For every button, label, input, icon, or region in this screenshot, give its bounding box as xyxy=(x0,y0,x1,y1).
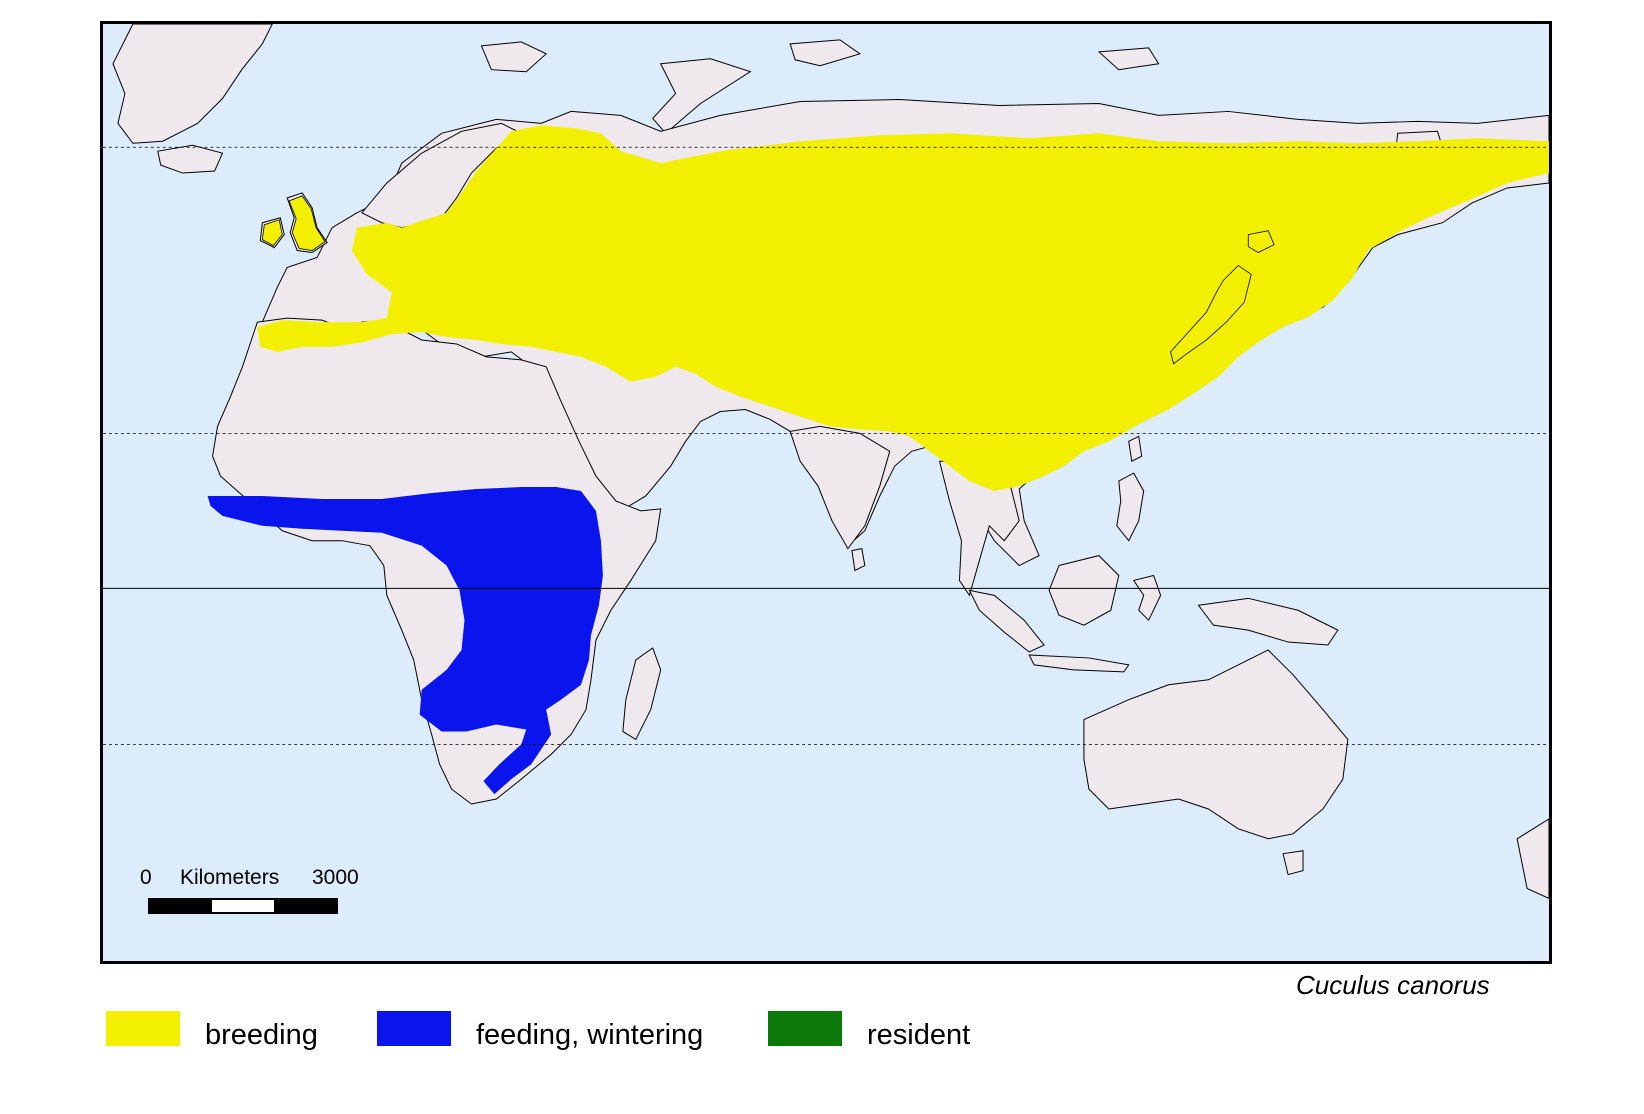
madagascar xyxy=(622,647,662,741)
scale-unit-label: Kilometers xyxy=(180,866,280,889)
legend-label-resident: resident xyxy=(867,1019,971,1051)
sri-lanka xyxy=(851,548,866,572)
scale-segment xyxy=(150,900,212,912)
tasmania xyxy=(1282,850,1304,876)
legend-label-breeding: breeding xyxy=(205,1019,318,1051)
scale-max-label: 3000 xyxy=(312,866,359,889)
borneo xyxy=(1048,555,1120,626)
scale-bar: 0 Kilometers 3000 xyxy=(140,866,359,916)
wintering-range xyxy=(207,487,603,795)
scale-zero-label: 0 xyxy=(140,866,152,889)
legend-swatch-wintering xyxy=(377,1011,451,1046)
legend: breeding feeding, wintering resident xyxy=(106,1011,1206,1061)
greenland xyxy=(112,24,273,144)
species-name: Cuculus canorus xyxy=(1296,970,1490,1000)
range-map xyxy=(100,21,1552,964)
philippines xyxy=(1116,472,1145,542)
scale-segment xyxy=(274,900,336,912)
sumatra xyxy=(968,589,1045,653)
breeding-range xyxy=(257,125,1549,492)
breeding-hokkaido xyxy=(1247,230,1275,253)
new-zealand xyxy=(1516,818,1549,899)
legend-swatch-breeding xyxy=(106,1011,180,1046)
severnaya-zemlya xyxy=(789,39,861,67)
iceland xyxy=(157,144,224,174)
taiwan xyxy=(1128,435,1143,462)
scale-bar-graphic xyxy=(148,898,338,914)
india xyxy=(789,425,891,550)
legend-swatch-resident xyxy=(768,1011,842,1046)
legend-label-wintering: feeding, wintering xyxy=(476,1019,704,1051)
breeding-britain xyxy=(288,195,326,251)
java xyxy=(1028,654,1130,673)
scale-segment xyxy=(212,900,274,912)
breeding-ireland xyxy=(261,219,283,247)
breeding-japan xyxy=(1170,264,1252,365)
map-canvas xyxy=(103,24,1549,961)
svalbard xyxy=(480,41,548,73)
new-siberian-islands xyxy=(1097,47,1160,71)
sulawesi xyxy=(1132,574,1162,622)
new-guinea xyxy=(1197,597,1339,646)
novaya-zemlya xyxy=(652,58,752,134)
